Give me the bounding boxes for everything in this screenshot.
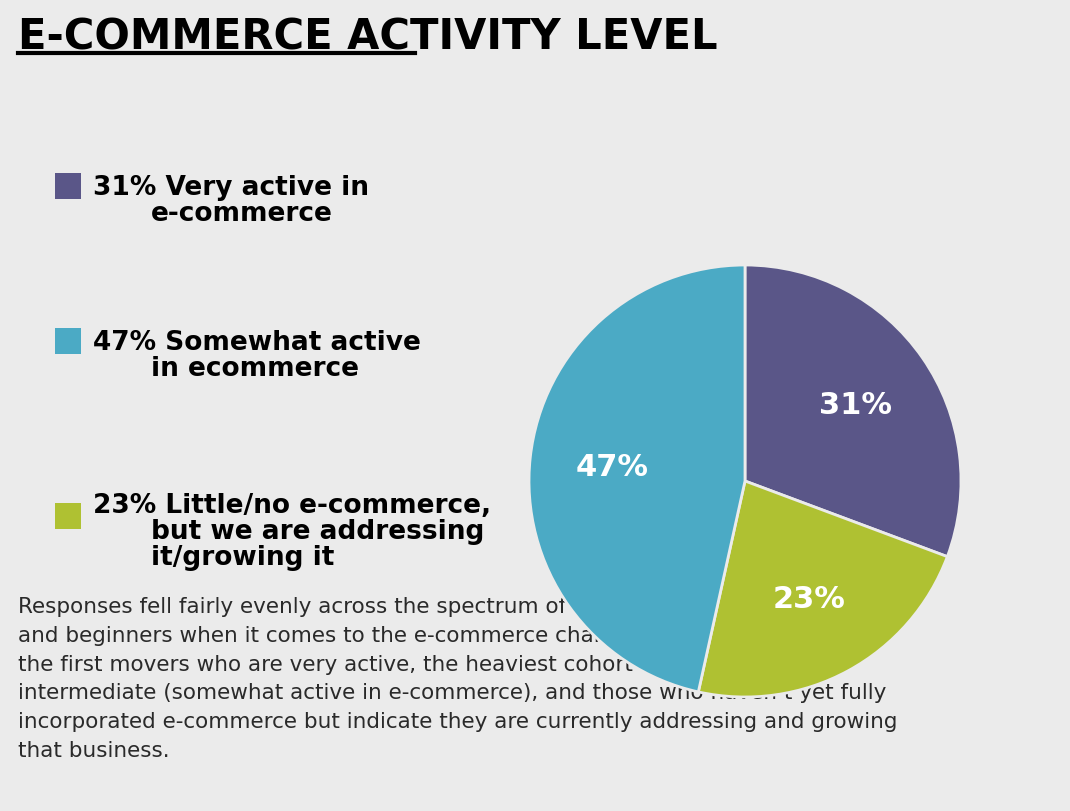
Text: it/growing it: it/growing it bbox=[151, 544, 334, 570]
Wedge shape bbox=[699, 482, 947, 697]
Text: 31% Very active in: 31% Very active in bbox=[93, 175, 369, 201]
Wedge shape bbox=[529, 266, 745, 692]
Text: 47%: 47% bbox=[576, 453, 648, 482]
Text: 47% Somewhat active: 47% Somewhat active bbox=[93, 329, 421, 355]
Text: Responses fell fairly evenly across the spectrum of advanced, intermediate,
and : Responses fell fairly evenly across the … bbox=[18, 596, 898, 760]
Text: e-commerce: e-commerce bbox=[151, 201, 333, 227]
Text: E-COMMERCE ACTIVITY LEVEL: E-COMMERCE ACTIVITY LEVEL bbox=[18, 17, 718, 59]
Text: 23%: 23% bbox=[773, 585, 845, 613]
FancyBboxPatch shape bbox=[55, 328, 81, 354]
Text: 23% Little/no e-commerce,: 23% Little/no e-commerce, bbox=[93, 492, 491, 518]
Text: but we are addressing: but we are addressing bbox=[151, 518, 485, 544]
Text: 31%: 31% bbox=[819, 391, 891, 419]
FancyBboxPatch shape bbox=[55, 504, 81, 530]
Text: in ecommerce: in ecommerce bbox=[151, 355, 360, 381]
Wedge shape bbox=[745, 266, 961, 557]
FancyBboxPatch shape bbox=[55, 174, 81, 200]
